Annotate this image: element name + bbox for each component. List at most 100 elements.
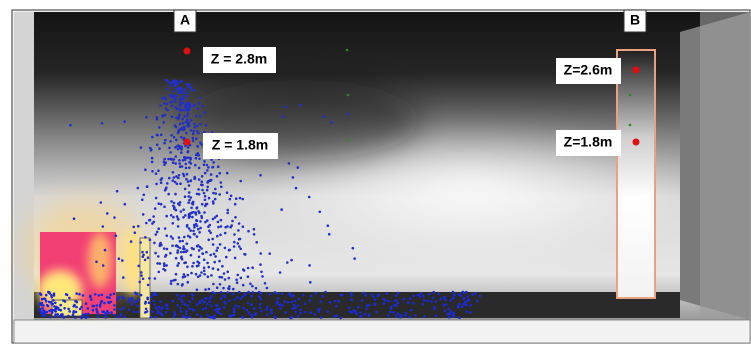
particle [186,125,189,128]
particle [261,275,264,278]
particle [166,109,169,112]
particle [224,278,227,281]
particle [286,261,289,264]
particle [178,297,181,300]
particle [149,219,152,222]
particle [182,122,185,125]
particle [183,303,186,306]
particle [172,171,175,174]
particle [179,247,182,250]
particle [212,218,215,221]
particle [251,266,254,269]
particle [364,313,367,316]
particle [186,173,189,176]
particle [198,231,201,234]
particle [234,216,237,219]
particle [214,292,217,295]
particle [435,314,438,317]
particle [153,242,156,245]
particle [76,301,79,304]
particle [171,81,174,84]
particle [169,140,172,143]
particle [210,305,213,308]
particle [181,240,184,243]
particle [476,300,479,303]
particle [197,276,200,279]
particle [211,238,214,241]
particle [179,123,182,126]
particle [175,155,178,158]
particle [329,301,332,304]
particle [339,317,342,320]
particle [190,254,193,257]
particle [142,254,145,257]
particle [179,201,182,204]
particle [134,301,137,304]
particle [155,172,158,175]
particle [214,255,217,258]
particle [148,277,151,280]
particle [45,294,48,297]
particle [440,298,443,301]
particle [404,314,407,317]
particle [217,310,220,313]
particle [437,293,440,296]
particle [383,302,386,305]
particle [209,316,212,319]
particle [210,274,213,277]
particle [308,196,311,199]
particle [458,303,461,306]
particle [157,311,160,314]
particle [314,313,317,316]
particle [157,255,160,258]
particle [206,169,209,172]
particle [207,275,210,278]
particle [69,124,72,127]
particle [137,187,140,190]
particle [159,300,162,303]
particle [212,200,215,203]
particle [197,154,200,157]
particle [183,92,186,95]
particle [335,305,338,308]
particle [191,216,194,219]
particle [158,271,161,274]
particle [390,307,393,310]
particle [187,195,190,198]
particle [192,105,195,108]
particle [72,314,75,317]
particle [163,206,166,209]
particle [372,295,375,298]
particle [233,310,236,313]
particle [159,104,162,107]
particle [320,300,323,303]
particle [203,192,206,195]
particle [221,276,224,279]
particle [184,214,187,217]
particle [266,287,269,290]
particle [193,126,196,129]
particle [239,238,242,241]
probe-name: B [630,12,640,28]
particle [466,300,469,303]
particle [158,306,161,309]
particle [347,94,350,97]
particle [89,296,92,299]
particle [264,282,267,285]
particle [412,295,415,298]
particle [207,239,210,242]
particle [155,197,158,200]
particle [193,233,196,236]
particle [153,221,156,224]
particle [215,249,218,252]
particle [226,271,229,274]
particle [165,311,168,314]
particle [155,233,158,236]
particle [208,197,211,200]
particle [161,177,164,180]
particle [426,300,429,303]
particle [324,291,327,294]
particle [239,297,242,300]
particle [151,310,154,313]
particle [227,291,230,294]
